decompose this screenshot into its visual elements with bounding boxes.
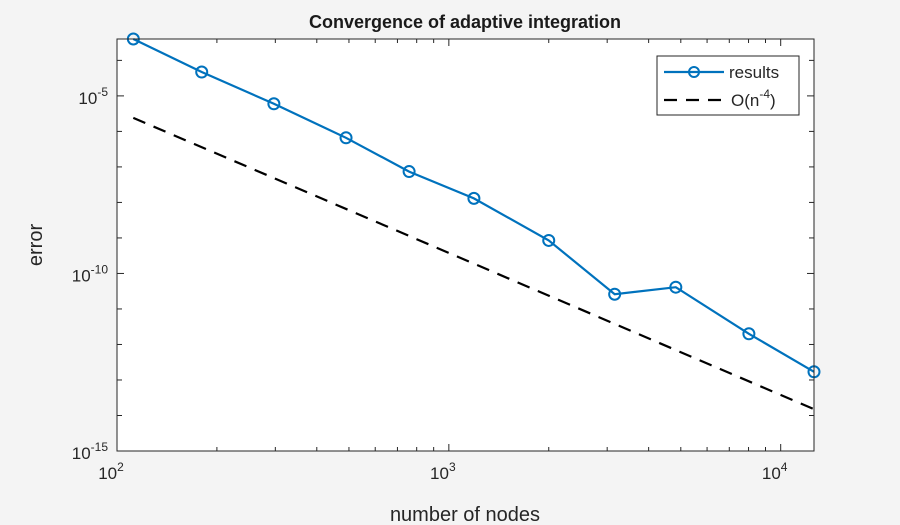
results-point <box>608 287 622 301</box>
results-point <box>402 165 416 179</box>
x-tick-label: 103 <box>430 460 456 483</box>
y-tick-label: 10-5 <box>78 85 108 108</box>
legend[interactable]: results O(n-4) <box>656 55 800 116</box>
results-point <box>467 191 481 205</box>
x-tick-labels: 102 103 104 <box>98 460 788 483</box>
x-tick-label: 104 <box>762 460 788 483</box>
results-point <box>742 327 756 341</box>
axis-ticks <box>116 39 814 452</box>
x-axis-label: number of nodes <box>390 504 540 525</box>
plot-frame <box>116 38 815 452</box>
results-line <box>132 38 815 373</box>
legend-results-marker <box>688 66 700 78</box>
results-point <box>195 65 209 79</box>
series-marks <box>126 32 821 411</box>
y-tick-label: 10-15 <box>72 440 109 463</box>
results-point <box>339 131 353 145</box>
order-reference-line <box>132 116 815 411</box>
y-tick-label: 10-10 <box>72 262 109 285</box>
legend-results-label: results <box>729 63 779 82</box>
legend-order-label: O(n-4) <box>731 87 776 110</box>
x-tick-label: 102 <box>98 460 124 483</box>
y-tick-labels: 10-5 10-10 10-15 <box>72 85 109 463</box>
legend-box <box>656 55 800 116</box>
y-axis-label: error <box>25 224 47 267</box>
results-point <box>267 97 281 111</box>
results-point <box>542 233 556 247</box>
results-point <box>669 280 683 294</box>
chart-title: Convergence of adaptive integration <box>309 12 621 32</box>
